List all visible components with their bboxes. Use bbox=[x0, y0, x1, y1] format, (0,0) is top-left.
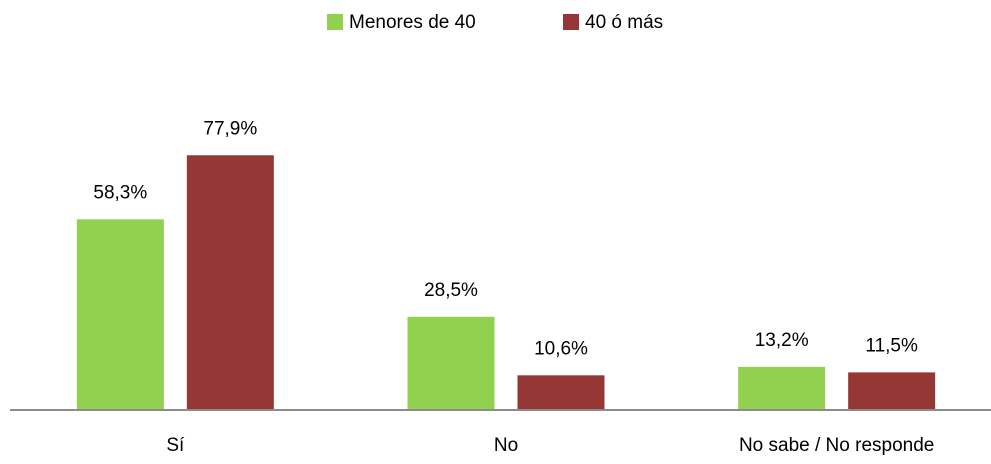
legend-swatch bbox=[563, 14, 579, 30]
data-label: 13,2% bbox=[755, 330, 809, 351]
x-tick-label: No bbox=[494, 435, 518, 456]
bar bbox=[186, 155, 274, 410]
bar bbox=[76, 219, 164, 410]
data-label: 10,6% bbox=[534, 338, 588, 359]
bar bbox=[848, 372, 936, 410]
bar bbox=[407, 316, 495, 410]
data-label: 77,9% bbox=[203, 118, 257, 139]
legend-label: 40 ó más bbox=[585, 12, 663, 33]
legend-label: Menores de 40 bbox=[349, 12, 476, 33]
bar bbox=[738, 366, 826, 410]
data-label: 58,3% bbox=[93, 182, 147, 203]
data-label: 28,5% bbox=[424, 280, 478, 301]
x-tick-label: No sabe / No responde bbox=[739, 435, 934, 456]
data-label: 11,5% bbox=[865, 335, 918, 356]
bar bbox=[517, 375, 605, 410]
x-tick-label: Sí bbox=[166, 435, 185, 456]
legend-swatch bbox=[327, 14, 343, 30]
